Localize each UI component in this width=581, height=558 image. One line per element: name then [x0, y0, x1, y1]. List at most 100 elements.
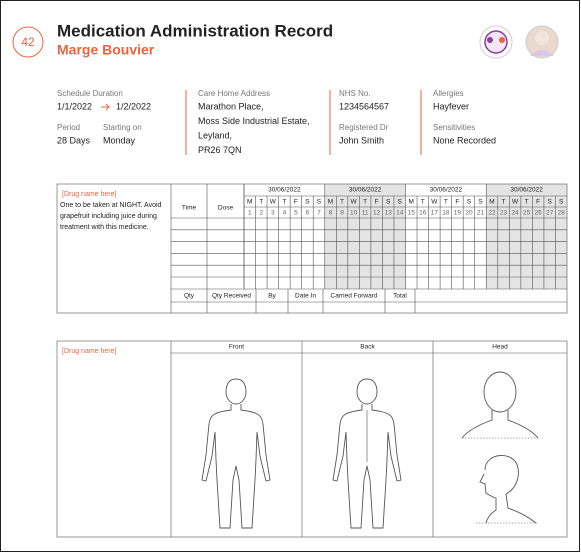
- mar-table: [Drug name here] One to be taken at NIGH…: [56, 183, 568, 314]
- day-number: 12: [373, 210, 381, 217]
- day-number: 2: [259, 210, 263, 217]
- instructions: One to be taken at NIGHT. Avoid grapefru…: [60, 202, 162, 231]
- day-letter: F: [375, 199, 379, 206]
- frame: [56, 183, 568, 314]
- day-letter: W: [431, 199, 438, 206]
- column-header: Dose: [218, 205, 234, 212]
- footer-label: Qty Received: [212, 293, 251, 300]
- day-number: 20: [465, 210, 473, 217]
- view-label: Front: [229, 344, 244, 351]
- resident-photo-face: [535, 31, 549, 45]
- day-number: 18: [442, 210, 450, 217]
- day-number: 9: [340, 210, 344, 217]
- day-letter: S: [398, 199, 403, 206]
- week-date: 30/06/2022: [510, 187, 543, 194]
- day-letter: T: [282, 199, 286, 206]
- day-letter: S: [478, 199, 483, 206]
- day-number: 24: [511, 210, 519, 217]
- head-front: [483, 371, 517, 413]
- day-number: 8: [329, 210, 333, 217]
- day-number: 11: [362, 210, 369, 217]
- day-number: 22: [488, 210, 496, 217]
- day-number: 16: [419, 210, 427, 217]
- head-side: [479, 455, 537, 524]
- day-letter: S: [305, 199, 310, 206]
- day-number: 4: [283, 210, 287, 217]
- footer-label: By: [268, 293, 276, 300]
- week-date: 30/06/2022: [349, 187, 382, 194]
- day-number: 10: [350, 210, 358, 217]
- day-letter: T: [421, 199, 425, 206]
- logo-mark: [499, 37, 505, 43]
- number-badge: [12, 26, 44, 58]
- day-number: 21: [477, 210, 485, 217]
- value: John Smith: [339, 135, 384, 145]
- resident-name: Marge Bouvier: [57, 42, 155, 58]
- day-number: 28: [558, 210, 566, 217]
- day-letter: M: [328, 199, 333, 206]
- address-line: Marathon Place,: [198, 101, 264, 111]
- day-letter: S: [467, 199, 472, 206]
- week-date: 30/06/2022: [430, 187, 463, 194]
- logo-mark: [487, 37, 493, 43]
- column-header: Time: [182, 205, 197, 212]
- day-letter: M: [409, 199, 414, 206]
- week-date: 30/06/2022: [268, 187, 301, 194]
- label: Care Home Address: [198, 89, 270, 98]
- footer-label: Total: [393, 293, 407, 300]
- drug-name: [Drug name here]: [62, 348, 117, 355]
- value: Monday: [103, 135, 136, 145]
- day-letter: S: [386, 199, 391, 206]
- day-letter: S: [317, 199, 322, 206]
- footer-label: Carried Forward: [331, 293, 378, 300]
- day-number: 27: [546, 210, 554, 217]
- day-number: 26: [535, 210, 543, 217]
- arrow: [101, 103, 110, 111]
- day-letter: M: [489, 199, 494, 206]
- day-number: 17: [431, 210, 439, 217]
- week-shade: [486, 184, 567, 289]
- body-chart: [Drug name here] Front Back Head: [56, 340, 568, 538]
- view-label: Head: [492, 344, 508, 351]
- day-letter: T: [363, 199, 367, 206]
- day-letter: W: [512, 199, 519, 206]
- week-shade: [324, 184, 406, 289]
- address-line: Moss Side Industrial Estate,: [198, 116, 310, 126]
- value: 1234564567: [339, 101, 389, 111]
- day-number: 23: [500, 210, 508, 217]
- day-letter: F: [455, 199, 459, 206]
- day-letter: T: [525, 199, 529, 206]
- label: Starting on: [103, 123, 142, 132]
- day-letter: W: [270, 199, 277, 206]
- value: 1/1/2022: [57, 101, 92, 111]
- logo-mark: [484, 30, 508, 54]
- address: Marathon Place, Moss Side Industrial Esta…: [198, 101, 310, 155]
- value: None Recorded: [433, 135, 496, 145]
- day-letter: S: [559, 199, 564, 206]
- label: Sensitivities: [433, 123, 475, 132]
- address-line: PR26 7QN: [198, 145, 242, 155]
- day-letter: T: [340, 199, 344, 206]
- value: 28 Days: [57, 135, 91, 145]
- label: Registered Dr: [339, 123, 389, 132]
- value: Hayfever: [433, 101, 469, 111]
- day-number: 1: [248, 210, 252, 217]
- frame: [56, 340, 568, 538]
- day-number: 15: [408, 210, 416, 217]
- day-letter: M: [247, 199, 252, 206]
- day-number: 13: [385, 210, 393, 217]
- day-number: 5: [294, 210, 298, 217]
- instructions-box: One to be taken at NIGHT. Avoid grapefru…: [60, 202, 162, 231]
- footer-label: Date In: [295, 293, 316, 300]
- label: Schedule Duration: [57, 89, 123, 98]
- view-label: Back: [360, 344, 375, 351]
- day-letter: F: [294, 199, 298, 206]
- day-letter: S: [548, 199, 553, 206]
- day-letter: T: [502, 199, 506, 206]
- label: NHS No.: [339, 89, 371, 98]
- footer-label: Qty: [184, 293, 195, 300]
- day-number: 3: [271, 210, 275, 217]
- day-letter: T: [444, 199, 448, 206]
- day-letter: T: [259, 199, 263, 206]
